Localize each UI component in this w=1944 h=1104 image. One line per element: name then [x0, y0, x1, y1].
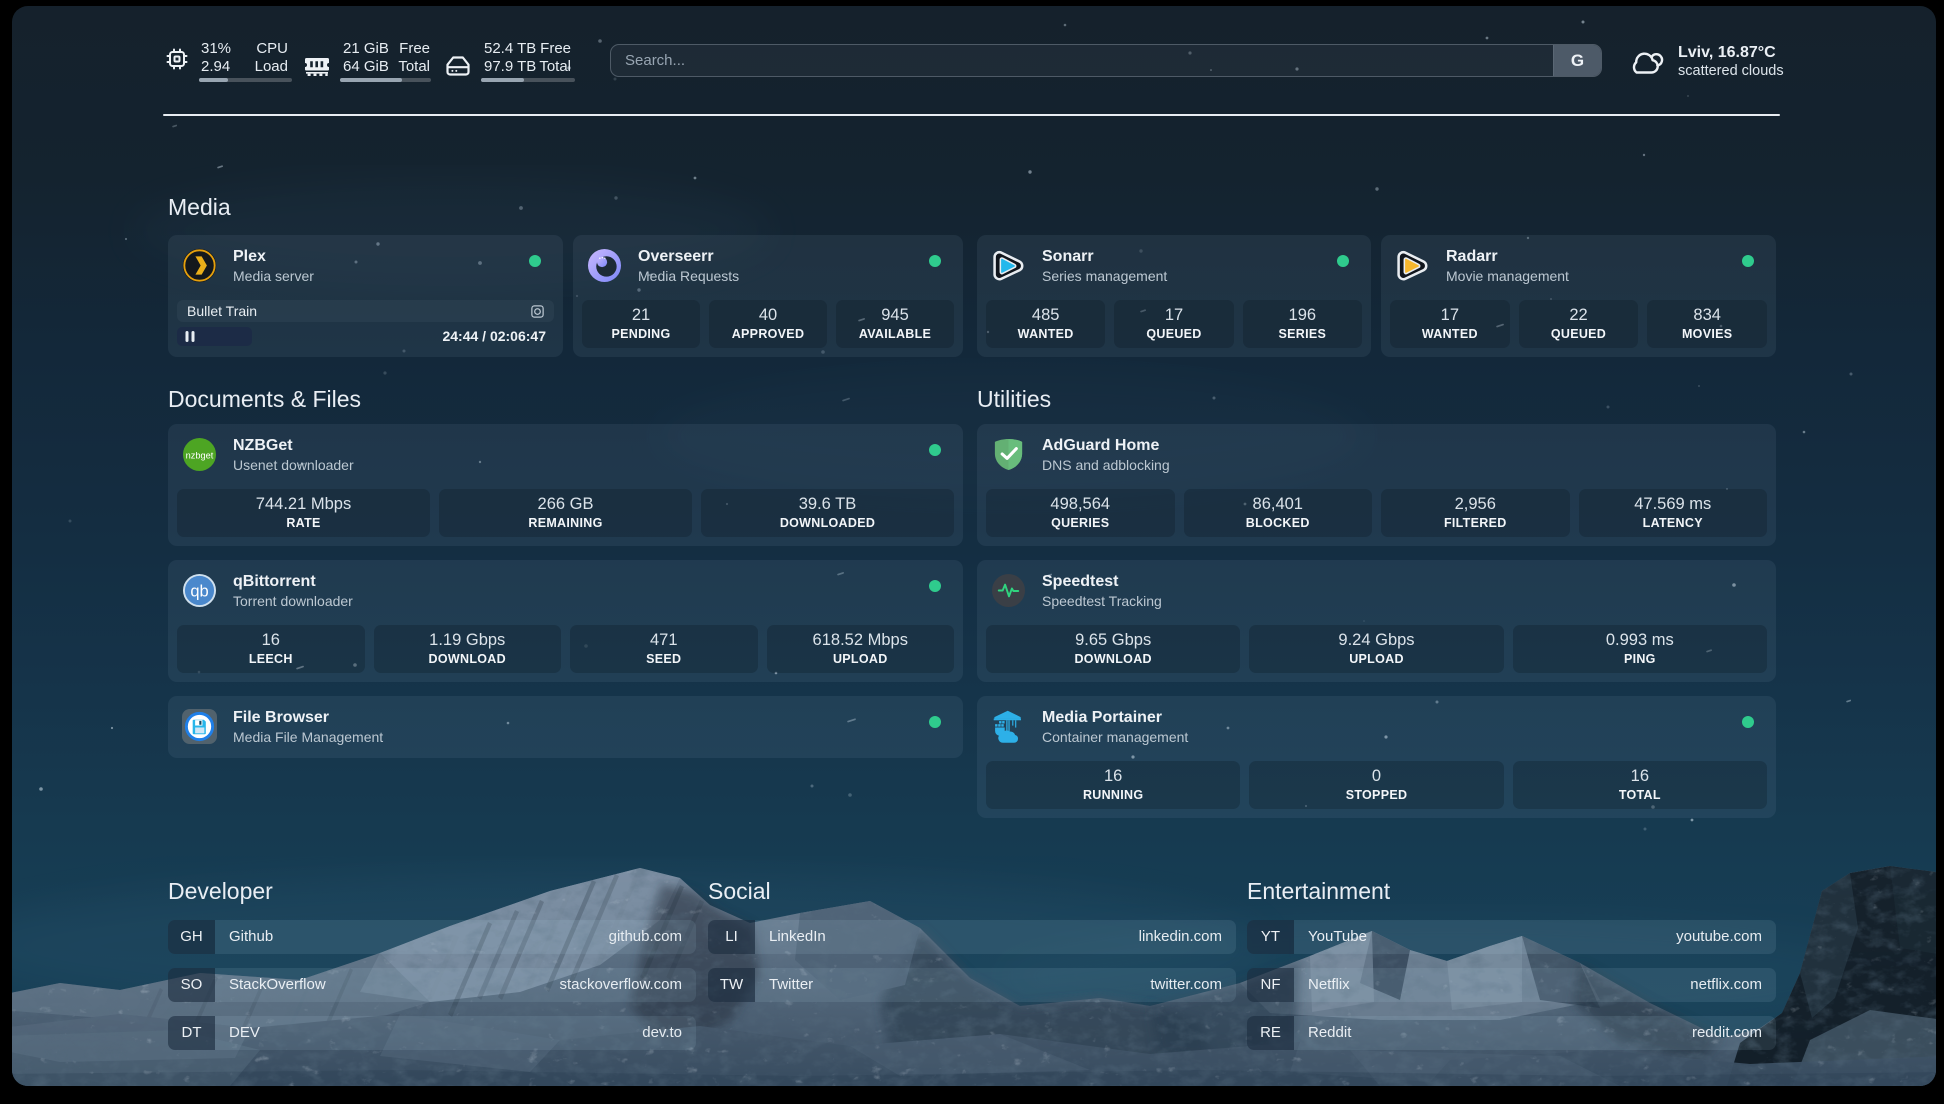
svg-text:qb: qb [190, 581, 208, 600]
svg-text:nzbget: nzbget [186, 450, 214, 460]
